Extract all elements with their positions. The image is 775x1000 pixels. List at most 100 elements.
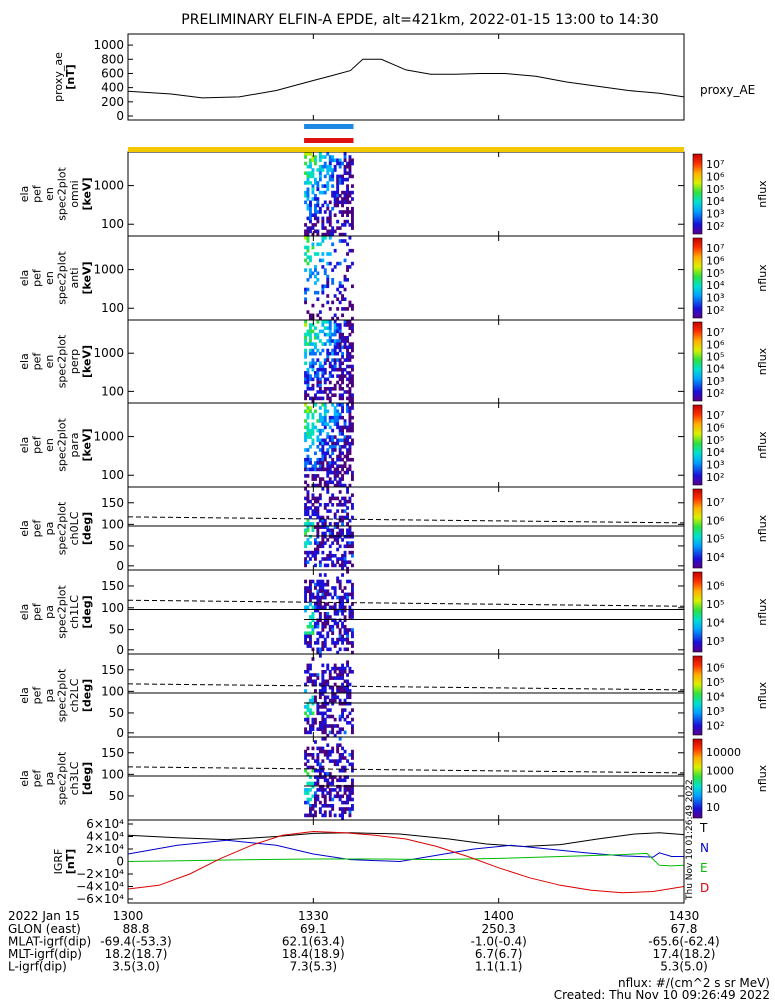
spectrogram-pixel: [314, 223, 317, 227]
spectrogram-pixel: [311, 351, 315, 356]
spectrogram-pixel: [318, 692, 322, 696]
spectrogram-pixel: [316, 336, 320, 340]
spectrogram-pixel: [338, 445, 342, 449]
spectrogram-pixel: [306, 624, 310, 629]
spectrogram-pixel: [343, 435, 347, 439]
spectrogram-pixel: [343, 194, 347, 198]
spectrogram-pixel: [328, 320, 332, 324]
spectrogram-pixel: [341, 457, 344, 462]
spectrogram-pixel: [338, 200, 342, 205]
spectrogram-pixel: [341, 374, 344, 378]
spectrogram-pixel: [343, 778, 347, 783]
spectrogram-pixel: [341, 367, 344, 372]
spectrogram-pixel: [314, 403, 317, 407]
spectrogram-pixel: [338, 756, 342, 760]
spectrogram-pixel: [346, 454, 349, 459]
spectrogram-pixel: [341, 685, 344, 690]
spectrogram-pixel: [338, 177, 342, 182]
spectrogram-pixel: [309, 271, 312, 276]
spectrogram-pixel: [341, 800, 344, 805]
spectrogram-pixel: [338, 336, 342, 340]
spectrogram-pixel: [309, 775, 312, 779]
y-tick-label: 4×10⁴: [86, 830, 124, 844]
spectrogram-pixel: [348, 387, 352, 391]
spectrogram-pixel: [328, 213, 332, 217]
spectrogram-pixel: [336, 608, 340, 613]
spectrogram-pixel: [321, 682, 325, 687]
spectrogram-pixel: [306, 454, 310, 459]
spectrogram-pixel: [346, 660, 349, 664]
spectrogram-pixel: [316, 203, 320, 208]
spectrogram-pixel: [341, 377, 344, 382]
spectrogram-pixel: [306, 412, 310, 417]
spectrogram-pixel: [318, 746, 322, 751]
spectrogram-pixel: [341, 284, 344, 289]
spectrogram-pixel: [328, 390, 332, 394]
panel-frame: [127, 319, 685, 404]
spectrogram-pixel: [348, 682, 352, 687]
spectrogram-pixel: [323, 320, 327, 324]
spectrogram-pixel: [338, 239, 342, 243]
spectrogram-pixel: [331, 563, 335, 568]
row-value: 5.3(5.0): [660, 960, 708, 974]
spectrogram-pixel: [314, 374, 317, 378]
spectrogram-pixel: [311, 698, 315, 703]
colorbar-tick-label: 10²: [706, 304, 724, 317]
colorbar-tick-label: 10⁷: [706, 496, 724, 509]
spectrogram-pixel: [304, 579, 307, 584]
spectrogram-pixel: [314, 717, 317, 722]
spectrogram-pixel: [306, 415, 310, 420]
y-axis-label: pef: [31, 352, 44, 371]
spectrogram-pixel: [343, 615, 347, 619]
spectrogram-pixel: [351, 753, 354, 757]
spectrogram-pixel: [321, 522, 325, 526]
spectrogram-pixel: [311, 422, 315, 426]
spectrogram-pixel: [341, 474, 344, 478]
spectrogram-pixel: [318, 158, 322, 163]
spectrogram-pixel: [338, 457, 342, 462]
spectrogram-pixel: [316, 419, 320, 423]
spectrogram-pixel: [314, 582, 317, 587]
spectrogram-pixel: [341, 313, 344, 318]
spectrogram-pixel: [316, 252, 320, 256]
spectrogram-pixel: [328, 168, 332, 172]
spectrogram-pixel: [309, 679, 312, 684]
spectrogram-pixel: [348, 428, 352, 433]
spectrogram-pixel: [309, 676, 312, 680]
spectrogram-pixel: [311, 679, 315, 684]
spectrogram-pixel: [351, 399, 354, 404]
spectrogram-pixel: [314, 791, 317, 795]
spectrogram-pixel: [306, 377, 310, 382]
spectrogram-pixel: [351, 788, 354, 792]
spectrogram-pixel: [321, 461, 325, 465]
spectrogram-pixel: [309, 348, 312, 353]
spectrogram-pixel: [323, 721, 327, 725]
spectrogram-pixel: [348, 813, 352, 818]
spectrogram-pixel: [341, 232, 344, 237]
spectrogram-pixel: [323, 419, 327, 423]
spectrogram-pixel: [343, 336, 347, 340]
spectrogram-pixel: [309, 428, 312, 433]
spectrogram-pixel: [346, 323, 349, 327]
spectrogram-pixel: [328, 396, 332, 401]
spectrogram-pixel: [346, 512, 349, 517]
spectrogram-pixel: [326, 441, 330, 446]
spectrogram-pixel: [316, 515, 320, 520]
spectrogram-pixel: [318, 765, 322, 770]
spectrogram-pixel: [318, 595, 322, 600]
row-value: 62.1(63.4): [282, 935, 345, 949]
spectrogram-pixel: [309, 602, 312, 606]
spectrogram-pixel: [351, 428, 354, 433]
spectrogram-pixel: [336, 307, 340, 311]
spectrogram-pixel: [341, 746, 344, 751]
spectrogram-pixel: [323, 522, 327, 526]
spectrogram-pixel: [314, 506, 317, 510]
spectrogram-pixel: [338, 396, 342, 401]
spectrogram-pixel: [309, 216, 312, 221]
spectrogram-pixel: [318, 618, 322, 623]
colorbar-tick-label: 10²: [706, 220, 724, 233]
spectrogram-pixel: [323, 589, 327, 593]
spectrogram-pixel: [343, 631, 347, 635]
spectrogram-pixel: [346, 579, 349, 584]
